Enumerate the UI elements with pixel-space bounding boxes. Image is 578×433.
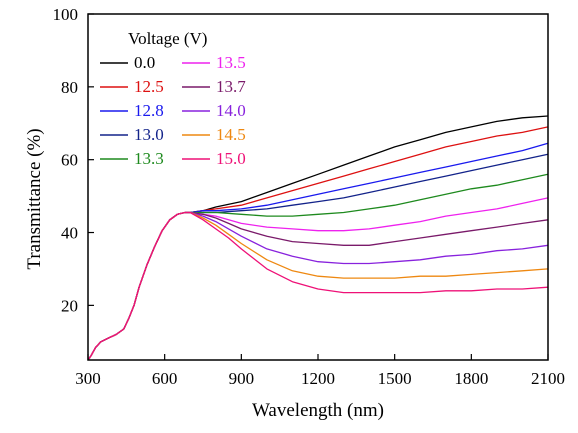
y-tick-label: 80 xyxy=(61,78,78,97)
x-tick-label: 1800 xyxy=(454,369,488,388)
y-tick-label: 100 xyxy=(53,5,79,24)
legend-label: 15.0 xyxy=(216,149,246,168)
legend-label: 0.0 xyxy=(134,53,155,72)
y-axis-ticks: 20 40 60 80 100 xyxy=(53,5,94,315)
y-tick-label: 60 xyxy=(61,151,78,170)
x-tick-label: 600 xyxy=(152,369,178,388)
series-line-14-0 xyxy=(87,211,549,361)
x-tick-label: 2100 xyxy=(531,369,565,388)
legend-label: 13.3 xyxy=(134,149,164,168)
y-tick-label: 20 xyxy=(61,296,78,315)
x-tick-label: 1500 xyxy=(378,369,412,388)
y-tick-label: 40 xyxy=(61,224,78,243)
series-line-15-0 xyxy=(87,211,549,361)
x-axis-ticks: 300 600 900 1200 1500 1800 2100 xyxy=(75,354,565,388)
legend-label: 13.7 xyxy=(216,77,246,96)
x-tick-label: 300 xyxy=(75,369,101,388)
legend-title: Voltage (V) xyxy=(128,29,207,48)
y-axis-title: Transmittance (%) xyxy=(24,128,45,269)
series-line-13-5 xyxy=(87,197,549,361)
series-line-12-8 xyxy=(87,142,549,361)
series-lines xyxy=(87,115,549,361)
plot-frame xyxy=(87,13,549,361)
legend-label: 12.8 xyxy=(134,101,164,120)
legend-label: 13.0 xyxy=(134,125,164,144)
series-line-13-0 xyxy=(87,153,549,361)
legend-label: 14.0 xyxy=(216,101,246,120)
legend-label: 13.5 xyxy=(216,53,246,72)
series-line-14-5 xyxy=(87,211,549,361)
legend-label: 12.5 xyxy=(134,77,164,96)
legend-label: 14.5 xyxy=(216,125,246,144)
series-line-13-7 xyxy=(87,211,549,361)
legend: Voltage (V) 0.0 12.5 12.8 13.0 13.3 13.5 13.7 1… xyxy=(100,29,246,168)
x-axis-title: Wavelength (nm) xyxy=(252,400,384,421)
x-tick-label: 1200 xyxy=(301,369,335,388)
x-tick-label: 900 xyxy=(229,369,255,388)
